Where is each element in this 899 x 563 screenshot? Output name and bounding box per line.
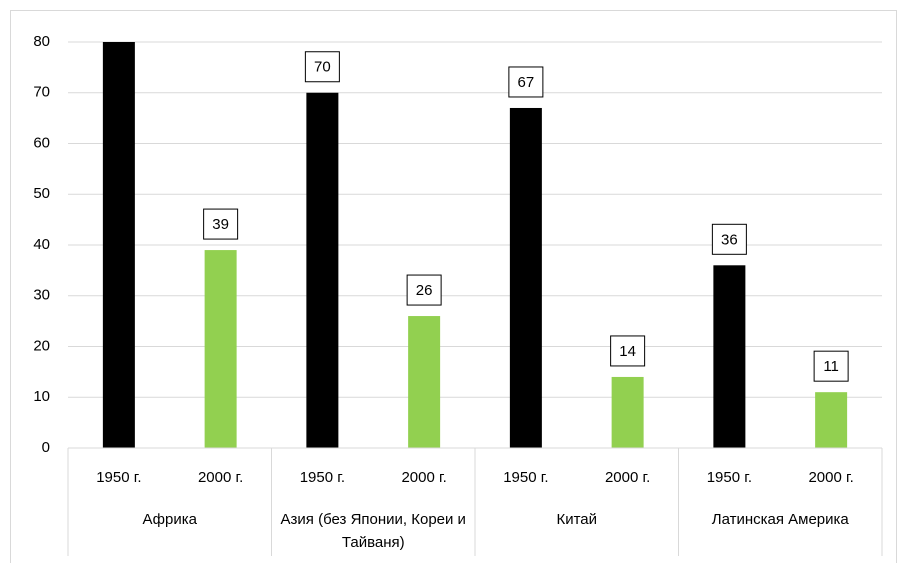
bar <box>815 392 848 448</box>
bar <box>509 107 542 448</box>
data-label-box <box>304 51 340 83</box>
data-label: 70 <box>314 59 331 76</box>
bar <box>408 316 441 448</box>
data-label-box <box>610 335 646 367</box>
y-tick-label: 0 <box>42 439 50 456</box>
y-tick-label: 50 <box>33 185 50 202</box>
bar <box>102 42 135 448</box>
y-tick-label: 10 <box>33 388 50 405</box>
data-label: 39 <box>212 216 229 233</box>
x-tick-label: 2000 г. <box>401 469 446 486</box>
x-tick-label: 2000 г. <box>605 469 650 486</box>
x-tick-label: 1950 г. <box>96 469 141 486</box>
data-label-box <box>508 66 544 98</box>
chart-frame <box>10 10 897 563</box>
x-tick-label: 1950 г. <box>503 469 548 486</box>
group-label: Африка <box>142 511 197 528</box>
x-tick-label: 2000 г. <box>198 469 243 486</box>
bar <box>306 92 339 448</box>
bar <box>204 250 237 448</box>
data-label: 67 <box>518 74 535 91</box>
data-label-box <box>406 274 442 306</box>
y-tick-label: 20 <box>33 337 50 354</box>
y-tick-label: 70 <box>33 84 50 101</box>
y-tick-label: 60 <box>33 134 50 151</box>
group-label: Латинская Америка <box>711 511 849 528</box>
y-tick-label: 30 <box>33 287 50 304</box>
data-label: 11 <box>823 358 839 375</box>
bar <box>713 265 746 448</box>
y-tick-label: 80 <box>33 33 50 50</box>
data-label: 36 <box>721 231 738 248</box>
group-label: Китай <box>556 511 598 528</box>
group-label: Азия (без Японии, Кореи и Тайваня) <box>280 511 466 551</box>
x-tick-label: 1950 г. <box>300 469 345 486</box>
data-label-box <box>711 223 747 255</box>
bar <box>611 376 644 448</box>
data-label-box <box>813 350 849 382</box>
data-label-box <box>203 208 239 240</box>
x-tick-label: 1950 г. <box>707 469 752 486</box>
x-tick-label: 2000 г. <box>808 469 853 486</box>
data-label: 26 <box>416 282 433 299</box>
data-label: 14 <box>619 343 636 360</box>
y-tick-label: 40 <box>33 236 50 253</box>
